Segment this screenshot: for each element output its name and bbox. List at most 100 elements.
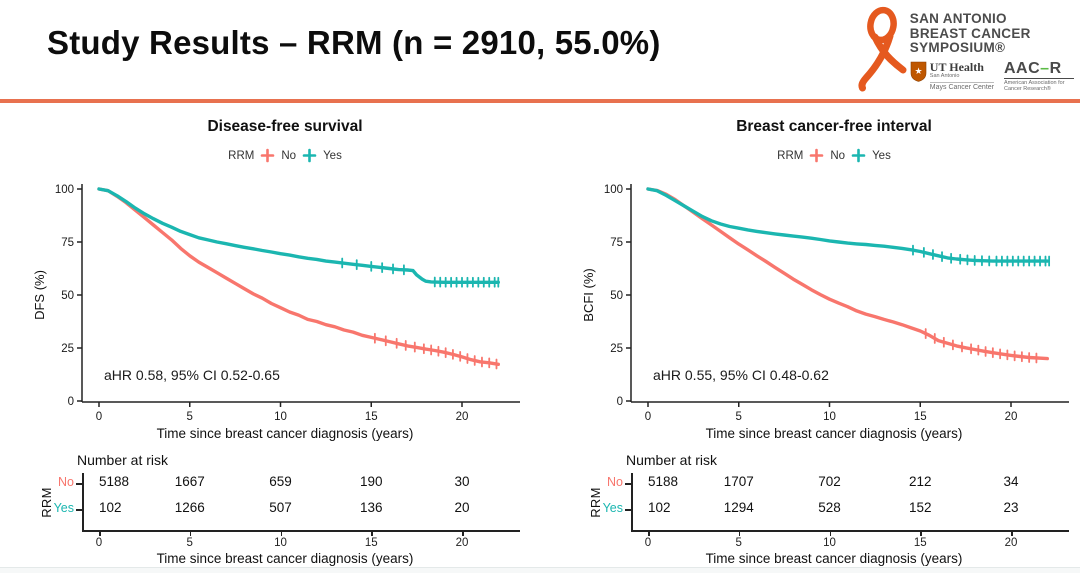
risk-x-tick-label: 0 [95,537,103,549]
aacr-wordmark: AAC–R [1004,59,1062,77]
bcfi-chart-title: Breast cancer-free interval [736,118,932,135]
y-tick-label: 0 [68,396,74,408]
dfs-risk-x-axis-title: Time since breast cancer diagnosis (year… [156,551,414,566]
legend-label-no: No [281,149,297,162]
dfs-x-axis-title: Time since breast cancer diagnosis (year… [157,426,414,441]
risk-count: 507 [269,500,292,515]
ut-health-sub: San Antonio [929,72,960,79]
legend-title: RRM [228,149,255,162]
risk-table-heading: Number at risk [77,452,169,468]
risk-x-tick-label: 15 [364,537,378,549]
risk-count: 1266 [174,500,205,515]
ribbon-icon [858,6,907,92]
bcfi-chart-panel: Breast cancer-free interval RRM No Yes 0 25 50… [579,112,1076,570]
risk-row-label-no: No [58,475,74,489]
risk-count: 1667 [174,474,205,489]
risk-x-tick [462,531,464,536]
survival-curve-yes [646,187,1049,263]
risk-count: 5188 [99,474,130,489]
ut-health-name: UT Health [929,59,984,74]
brand-line-2: BREAST CANCER [909,25,1031,41]
risk-count: 190 [359,474,383,489]
risk-count: 102 [648,500,671,515]
risk-x-tick [189,531,192,536]
dfs-chart-panel: Disease-free survival RRM No Yes 0 25 50 75 100 0… [30,112,527,570]
risk-x-tick-label: 10 [823,537,836,549]
risk-count: 212 [908,474,932,489]
dfs-legend: RRM No Yes [50,148,520,163]
bcfi-y-axis-title: BCFI (%) [581,268,596,321]
x-tick-label: 0 [96,411,102,423]
legend-plus-icon [261,148,275,163]
risk-x-tick [99,531,101,536]
y-tick-label: 50 [61,290,74,302]
aacr-logo: AAC–R American Association for Cancer Re… [1004,59,1074,93]
x-tick-label: 20 [456,411,469,423]
risk-count: 152 [908,500,932,515]
aacr-subtitle: American Association for Cancer Research… [1004,77,1074,93]
bcfi-hazard-ratio-annotation: aHR 0.55, 95% CI 0.48-0.62 [653,367,829,383]
bcfi-legend: RRM No Yes [599,148,1069,163]
survival-curve-yes [97,187,500,285]
x-tick-label: 0 [645,411,651,423]
x-tick-label: 5 [736,411,742,423]
risk-row-label-yes: Yes [602,501,623,515]
legend-label-no: No [830,149,846,162]
x-tick-label: 20 [1005,411,1018,423]
risk-table-heading: Number at risk [626,452,718,468]
ut-health-logo: ★ UT Health San Antonio Mays Cancer Cent… [910,61,994,92]
risk-row-label-yes: Yes [53,501,74,515]
y-tick-label: 75 [61,237,74,249]
risk-count: 34 [1003,474,1019,489]
dfs-chart-title: Disease-free survival [207,118,363,135]
legend-plus-icon [810,148,824,163]
y-tick-label: 50 [610,290,623,302]
bcfi-plot: 0 25 50 75 100 0 5 10 15 20 BCFI (%) aHR 0.55, 95% … [581,184,1069,441]
legend-label-yes: Yes [872,149,891,162]
risk-count: 20 [454,500,470,515]
risk-count: 23 [1003,500,1019,515]
svg-text:★: ★ [914,66,922,76]
risk-x-axis-line [631,530,1069,532]
risk-x-tick-label: 10 [274,537,287,549]
dfs-plot: 0 25 50 75 100 0 5 10 15 20 DFS (%) aHR 0.58, 95% C… [32,184,520,441]
x-tick-label: 10 [274,411,287,423]
mays-cancer-center: Mays Cancer Center [929,81,994,91]
risk-row-tick [625,483,631,485]
risk-row-tick [625,509,631,511]
y-tick-label: 0 [617,396,623,408]
risk-x-tick-label: 15 [913,537,927,549]
risk-count: 102 [99,500,122,515]
risk-x-tick [829,531,831,536]
y-tick-label: 75 [610,237,623,249]
risk-count: 1707 [723,474,754,489]
partner-logos: ★ UT Health San Antonio Mays Cancer Cent… [910,59,1074,93]
risk-count: 5188 [648,474,679,489]
risk-row-label-no: No [607,475,623,489]
risk-x-tick [280,531,282,536]
ut-shield-icon: ★ [910,61,927,82]
legend-plus-icon [302,148,317,163]
bcfi-x-axis-title: Time since breast cancer diagnosis (year… [706,426,963,441]
x-tick-label: 15 [914,411,927,423]
x-tick-label: 5 [187,411,193,423]
risk-x-axis-line [82,530,520,532]
y-tick-label: 25 [61,343,74,355]
risk-axis-vline [631,473,633,530]
y-tick-label: 100 [604,184,623,196]
risk-x-tick-label: 5 [186,537,193,549]
bcfi-risk-x-axis-title: Time since breast cancer diagnosis (year… [705,551,963,566]
dfs-y-axis-title: DFS (%) [32,270,47,320]
risk-x-tick [648,531,650,536]
x-tick-label: 15 [365,411,378,423]
accent-divider-line [0,99,1080,103]
aacr-green-dash: – [1040,59,1050,77]
risk-count: 702 [818,474,841,489]
risk-x-tick-label: 0 [644,537,652,549]
sabcs-logo: SAN ANTONIO BREAST CANCER SYMPOSIUM® ★ U… [852,4,1074,93]
risk-x-tick [920,531,922,536]
sabcs-wordmark: SAN ANTONIO BREAST CANCER SYMPOSIUM® [909,11,1074,56]
legend-plus-icon [851,148,866,163]
risk-x-tick-label: 20 [1004,537,1018,549]
risk-count: 1294 [723,500,754,515]
